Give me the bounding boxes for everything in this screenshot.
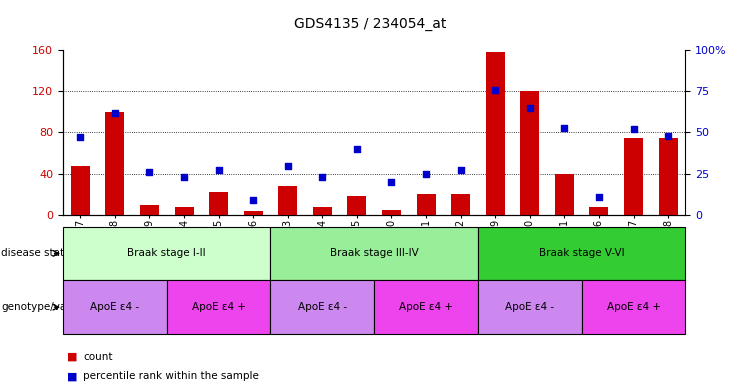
Text: percentile rank within the sample: percentile rank within the sample xyxy=(83,371,259,381)
Point xyxy=(593,194,605,200)
Text: ApoE ε4 +: ApoE ε4 + xyxy=(607,302,660,312)
Point xyxy=(144,169,156,175)
Bar xyxy=(313,207,332,215)
Text: genotype/variation: genotype/variation xyxy=(1,302,101,312)
Bar xyxy=(520,91,539,215)
Text: disease state: disease state xyxy=(1,248,71,258)
Bar xyxy=(416,194,436,215)
Bar xyxy=(71,166,90,215)
Point xyxy=(385,179,397,185)
Point xyxy=(247,197,259,203)
Bar xyxy=(659,137,677,215)
Point xyxy=(351,146,363,152)
Point xyxy=(455,167,467,174)
Bar xyxy=(105,112,124,215)
Point xyxy=(662,133,674,139)
Text: ApoE ε4 -: ApoE ε4 - xyxy=(505,302,554,312)
Text: ApoE ε4 -: ApoE ε4 - xyxy=(298,302,347,312)
Bar xyxy=(279,186,297,215)
Point xyxy=(628,126,639,132)
Point xyxy=(178,174,190,180)
Point xyxy=(524,105,536,111)
Bar xyxy=(174,207,193,215)
Point xyxy=(559,124,571,131)
Point xyxy=(420,170,432,177)
Bar xyxy=(555,174,574,215)
Text: Braak stage III-IV: Braak stage III-IV xyxy=(330,248,419,258)
Text: ■: ■ xyxy=(67,352,77,362)
Point xyxy=(489,86,501,93)
Text: count: count xyxy=(83,352,113,362)
Point xyxy=(282,162,293,169)
Bar xyxy=(209,192,228,215)
Bar xyxy=(590,207,608,215)
Point xyxy=(316,174,328,180)
Bar xyxy=(451,194,470,215)
Text: ApoE ε4 -: ApoE ε4 - xyxy=(90,302,139,312)
Point xyxy=(109,109,121,116)
Bar xyxy=(624,137,643,215)
Bar xyxy=(486,52,505,215)
Point xyxy=(74,134,86,141)
Point xyxy=(213,167,225,174)
Text: ApoE ε4 +: ApoE ε4 + xyxy=(399,302,453,312)
Bar xyxy=(348,197,366,215)
Bar xyxy=(244,211,262,215)
Text: GDS4135 / 234054_at: GDS4135 / 234054_at xyxy=(294,17,447,31)
Text: Braak stage V-VI: Braak stage V-VI xyxy=(539,248,625,258)
Text: ApoE ε4 +: ApoE ε4 + xyxy=(192,302,245,312)
Bar xyxy=(382,210,401,215)
Text: ■: ■ xyxy=(67,371,77,381)
Bar xyxy=(140,205,159,215)
Text: Braak stage I-II: Braak stage I-II xyxy=(127,248,206,258)
